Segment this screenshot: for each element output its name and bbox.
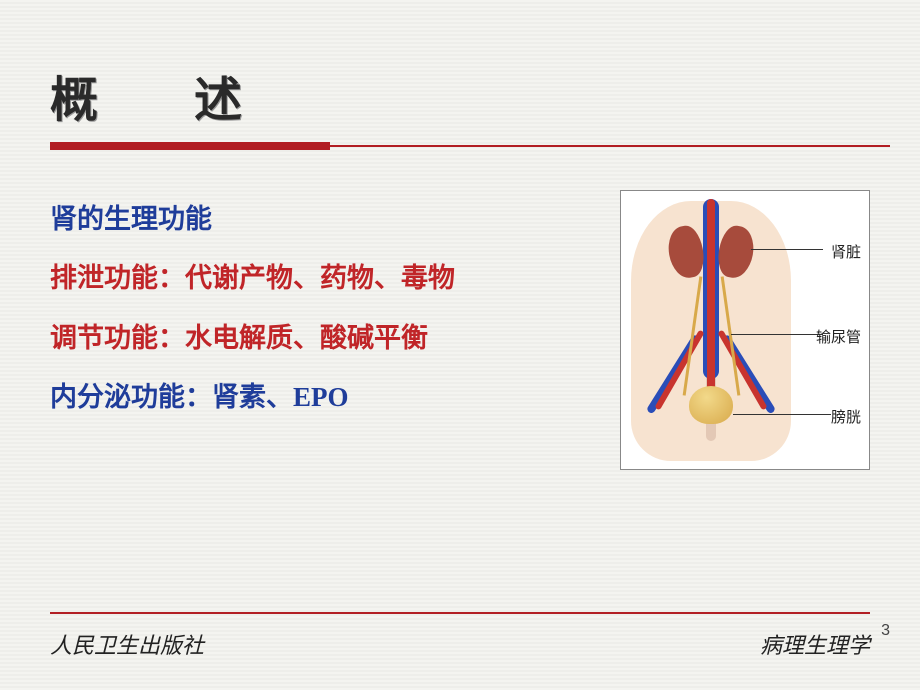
label-kidney: 肾脏 [831,241,861,262]
page-number: 3 [881,622,890,640]
label-line-bladder [733,414,831,415]
title-divider [50,142,330,150]
aorta [707,199,715,399]
bladder-shape [689,386,733,424]
kidney-diagram: 肾脏 输尿管 膀胱 [620,190,870,470]
content-area: 肾的生理功能 排泄功能：代谢产物、药物、毒物 调节功能：水电解质、酸碱平衡 内分… [50,190,870,470]
slide-title: 概 述 [50,60,870,130]
line-regulation: 调节功能：水电解质、酸碱平衡 [50,309,610,368]
label-line-ureter [731,334,823,335]
label-line-kidney [751,249,823,250]
footer-publisher: 人民卫生出版社 [50,628,204,660]
slide: 概 述 肾的生理功能 排泄功能：代谢产物、药物、毒物 调节功能：水电解质、酸碱平… [0,0,920,690]
line-endocrine: 内分泌功能：肾素、EPO [50,368,610,427]
line-physiology: 肾的生理功能 [50,190,610,249]
label-ureter: 输尿管 [816,326,861,347]
footer-subject: 病理生理学 [760,628,870,660]
label-bladder: 膀胱 [831,406,861,427]
line-excretion: 排泄功能：代谢产物、药物、毒物 [50,249,610,308]
footer: 人民卫生出版社 病理生理学 [50,612,870,660]
text-block: 肾的生理功能 排泄功能：代谢产物、药物、毒物 调节功能：水电解质、酸碱平衡 内分… [50,190,610,470]
